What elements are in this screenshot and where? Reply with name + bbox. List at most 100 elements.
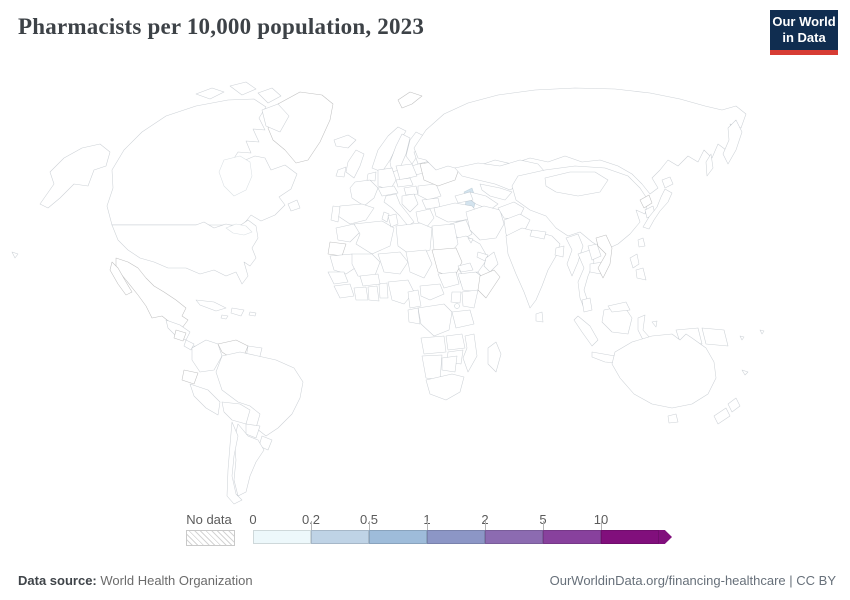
country-arctic-island[interactable] [257, 87, 282, 104]
country-ecuador[interactable] [181, 369, 199, 385]
country-philippines-north[interactable] [629, 253, 640, 269]
country-morocco[interactable] [335, 223, 361, 243]
country-italy[interactable] [383, 193, 415, 227]
country-new-zealand-south[interactable] [713, 407, 731, 425]
country-russia[interactable] [413, 87, 747, 195]
country-burkina-faso[interactable] [359, 273, 381, 287]
country-newfoundland[interactable] [287, 199, 301, 212]
country-usa[interactable] [111, 219, 259, 285]
country-jamaica[interactable] [220, 314, 229, 320]
country-caucasus[interactable] [454, 191, 474, 204]
legend-bin-5[interactable] [543, 530, 601, 544]
country-mexico[interactable] [115, 257, 189, 329]
country-tunisia[interactable] [387, 213, 399, 228]
legend-bin-1[interactable] [311, 530, 369, 544]
country-hungary[interactable] [403, 185, 419, 196]
country-taiwan[interactable] [637, 237, 646, 248]
country-norway[interactable] [371, 126, 407, 173]
country-kuwait[interactable] [467, 237, 474, 244]
country-namibia[interactable] [421, 354, 443, 381]
country-sakhalin[interactable] [705, 153, 714, 177]
country-libya[interactable] [395, 222, 433, 257]
country-china[interactable] [511, 165, 649, 251]
country-colombia[interactable] [191, 339, 223, 373]
country-nicaragua[interactable] [173, 329, 187, 342]
country-arctic-island[interactable] [195, 87, 225, 100]
country-svalbard[interactable] [397, 91, 423, 109]
country-philippines-south[interactable] [635, 267, 647, 281]
country-japan-hokkaido[interactable] [661, 176, 674, 189]
country-costa-rica[interactable] [183, 339, 195, 351]
country-bangladesh[interactable] [554, 245, 565, 258]
country-zambia[interactable] [445, 333, 466, 351]
country-iceland[interactable] [333, 134, 357, 149]
country-north-korea[interactable] [639, 194, 653, 209]
country-romania[interactable] [417, 183, 442, 201]
country-ghana[interactable] [367, 285, 380, 302]
country-new-zealand-north[interactable] [727, 397, 741, 413]
country-arctic-island[interactable] [229, 81, 257, 96]
country-papua-new-guinea[interactable] [701, 327, 729, 347]
country-mexico-baja[interactable] [109, 261, 133, 296]
country-myanmar[interactable] [565, 233, 584, 277]
country-niger[interactable] [377, 251, 409, 275]
country-poland[interactable] [395, 163, 418, 181]
country-mauritania[interactable] [329, 253, 359, 275]
country-madagascar[interactable] [487, 341, 502, 373]
country-france[interactable] [349, 179, 379, 207]
country-hispaniola[interactable] [230, 307, 245, 317]
legend-bin-6[interactable] [601, 530, 659, 544]
country-sri-lanka[interactable] [535, 311, 544, 323]
country-south-sudan[interactable] [437, 271, 460, 289]
country-japan-honshu[interactable] [642, 188, 673, 230]
country-tanzania[interactable] [451, 309, 475, 329]
country-iran[interactable] [465, 205, 505, 241]
country-central-african-republic[interactable] [419, 283, 445, 301]
country-nepal[interactable] [529, 229, 547, 240]
country-india[interactable] [505, 227, 561, 309]
country-greenland[interactable] [267, 91, 334, 164]
country-malaysia-borneo[interactable] [607, 301, 631, 313]
country-uzbekistan[interactable] [479, 183, 513, 201]
country-balkans[interactable] [401, 193, 419, 213]
country-mongolia[interactable] [544, 171, 609, 197]
country-alaska[interactable] [39, 143, 111, 209]
country-uganda[interactable] [450, 291, 462, 304]
country-somalia[interactable] [477, 269, 501, 299]
country-south-africa[interactable] [425, 373, 465, 401]
country-bolivia[interactable] [221, 401, 251, 425]
country-baffin-island[interactable] [261, 103, 290, 133]
country-germany[interactable] [377, 167, 397, 191]
country-sumatra[interactable] [573, 315, 599, 347]
country-paraguay[interactable] [245, 423, 261, 439]
country-argentina[interactable] [233, 423, 265, 497]
legend-bin-3[interactable] [427, 530, 485, 544]
country-chile[interactable] [226, 421, 243, 505]
country-czech-slovakia[interactable] [395, 177, 414, 188]
country-oman[interactable] [483, 251, 499, 273]
country-western-sahara[interactable] [327, 241, 347, 257]
no-data-swatch[interactable] [186, 530, 235, 546]
country-gabon-congo[interactable] [407, 307, 421, 325]
country-netherlands-belgium[interactable] [366, 171, 377, 182]
country-sudan[interactable] [431, 247, 463, 279]
country-chad[interactable] [405, 249, 433, 279]
country-moluccas[interactable] [651, 320, 658, 328]
country-togo-benin[interactable] [378, 282, 389, 299]
country-eritrea[interactable] [457, 262, 474, 273]
country-switzerland-austria[interactable] [377, 185, 399, 197]
country-uruguay[interactable] [258, 435, 273, 451]
country-ireland[interactable] [335, 166, 347, 178]
country-algeria[interactable] [353, 220, 395, 255]
legend-bin-0[interactable] [253, 530, 311, 544]
country-botswana[interactable] [441, 355, 458, 373]
country-fiji[interactable] [759, 329, 765, 335]
country-mozambique[interactable] [462, 333, 478, 373]
attribution-link[interactable]: OurWorldinData.org/financing-healthcare … [549, 573, 836, 588]
country-vietnam[interactable] [595, 234, 613, 279]
country-malaysia-peninsula[interactable] [581, 297, 593, 313]
country-portugal[interactable] [330, 205, 341, 223]
country-cuba[interactable] [195, 299, 227, 312]
country-peru[interactable] [189, 383, 221, 416]
country-solomon[interactable] [739, 335, 745, 341]
